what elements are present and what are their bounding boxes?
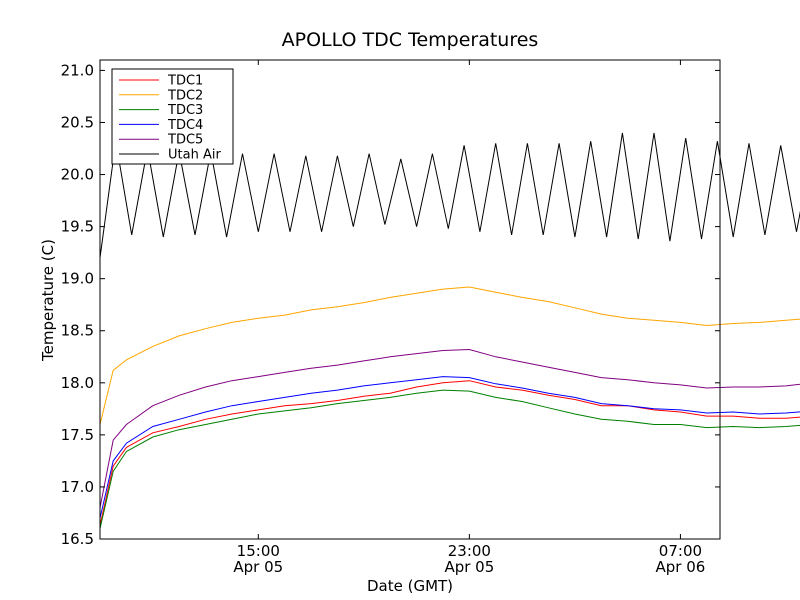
series-line-tdc5: [99, 348, 800, 508]
legend-label-tdc1: TDC1: [167, 74, 203, 89]
series-line-tdc2: [99, 286, 800, 425]
y-tick-label: 18.5: [61, 322, 94, 340]
series-line-utah-air: [99, 132, 800, 258]
plot-frame: [99, 59, 721, 540]
legend-label-tdc5: TDC5: [167, 133, 203, 148]
y-tick-label: 20.0: [61, 166, 94, 184]
legend-box: [111, 68, 234, 165]
y-tick-label: 19.5: [61, 218, 94, 236]
legend-label-tdc4: TDC4: [167, 118, 203, 133]
axis-ticks: 16.5 17.0 17.5 18.0 18.5 19.0 19.5 20.0 20.5 21.0…: [61, 60, 720, 576]
series-layer: [99, 132, 800, 529]
x-tick-date-label: Apr 05: [444, 558, 494, 576]
series-line-tdc3: [99, 389, 800, 529]
x-tick-date-label: Apr 06: [656, 558, 706, 576]
y-axis-title: Temperature (C): [39, 239, 57, 362]
legend-label-tdc3: TDC3: [167, 103, 203, 118]
chart-title: APOLLO TDC Temperatures: [282, 29, 539, 51]
series-line-tdc4: [99, 376, 800, 519]
legend-label-utah-air: Utah Air: [168, 148, 221, 163]
y-tick-label: 17.0: [61, 478, 94, 496]
x-tick-time-label: 07:00: [659, 542, 702, 560]
y-tick-label: 21.0: [61, 61, 94, 79]
x-tick-time-label: 15:00: [237, 542, 280, 560]
y-tick-label: 19.0: [61, 270, 94, 288]
x-axis-title: Date (GMT): [367, 577, 453, 595]
x-tick-time-label: 23:00: [448, 542, 491, 560]
legend-label-tdc2: TDC2: [167, 88, 203, 103]
y-tick-label: 17.5: [61, 426, 94, 444]
series-line-tdc1: [99, 380, 800, 526]
y-tick-label: 20.5: [61, 113, 94, 131]
y-tick-label: 18.0: [61, 374, 94, 392]
x-tick-date-label: Apr 05: [233, 558, 283, 576]
y-tick-label: 16.5: [61, 530, 94, 548]
